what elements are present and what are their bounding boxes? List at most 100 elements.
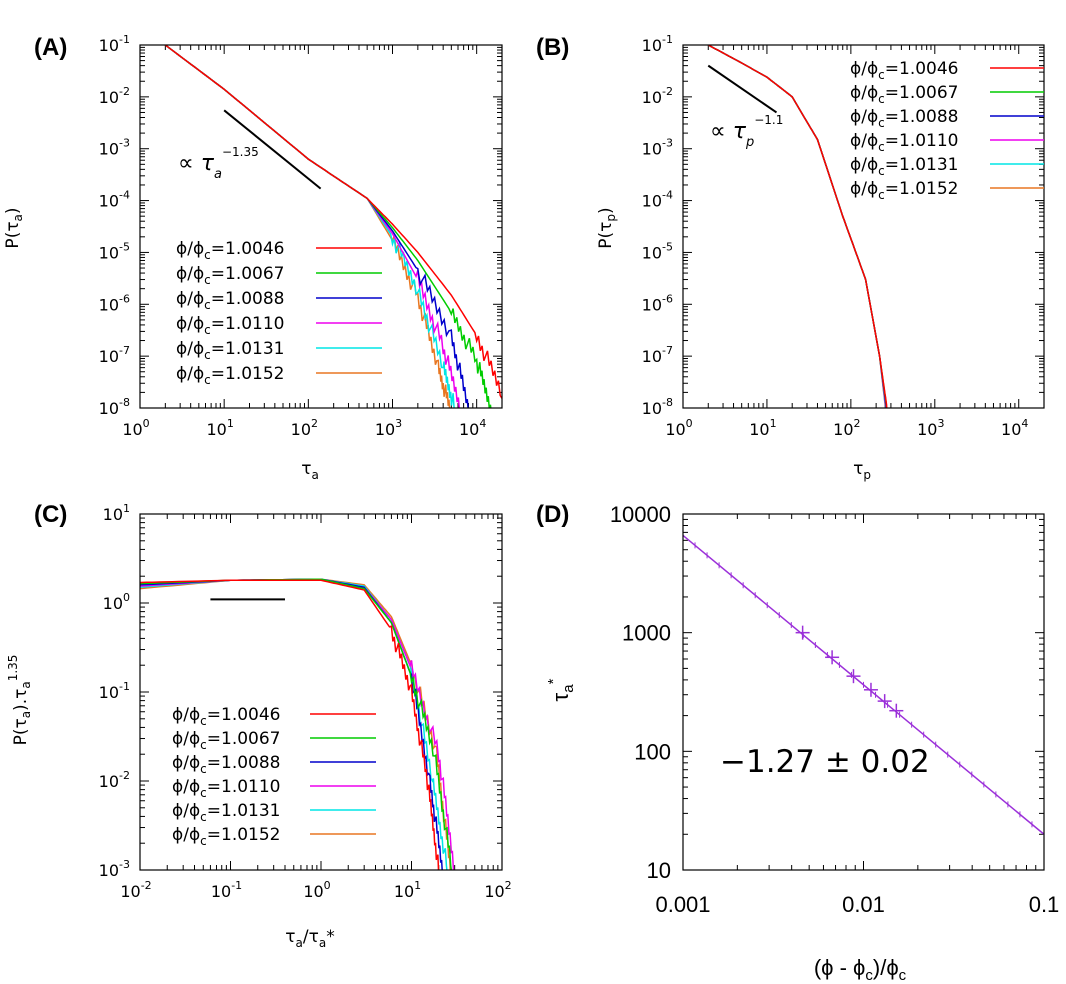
series-group — [707, 45, 888, 408]
legend-item: ϕ/ϕc=1.0067 — [850, 83, 1044, 106]
legend-item: ϕ/ϕc=1.0067 — [172, 729, 376, 752]
legend-label: ϕ/ϕc=1.0110 — [176, 314, 285, 337]
legend-label: ϕ/ϕc=1.0088 — [176, 289, 285, 312]
y-tick-label: 10-4 — [642, 189, 673, 211]
x-tick-label: 10-1 — [211, 879, 242, 901]
chart-d: 0.001 0.01 0.1 10 100 1000 10000 — [610, 502, 1059, 917]
legend-item: ϕ/ϕc=1.0152 — [172, 825, 376, 848]
series-group — [164, 45, 502, 408]
x-tick-label: 0.1 — [1029, 892, 1060, 917]
y-tick-label: 10-3 — [99, 858, 130, 880]
legend-item: ϕ/ϕc=1.0131 — [172, 801, 376, 824]
legend-label: ϕ/ϕc=1.0088 — [172, 753, 281, 776]
x-tick-label: 102 — [484, 879, 511, 901]
y-tick-label: 10-3 — [642, 137, 673, 159]
y-tick-label: 1000 — [622, 621, 671, 646]
legend-label: ϕ/ϕc=1.0131 — [172, 801, 281, 824]
legend-label: ϕ/ϕc=1.0067 — [850, 83, 959, 106]
x-tick-label: 101 — [749, 417, 776, 439]
legend-label: ϕ/ϕc=1.0152 — [850, 179, 959, 202]
panel-label-b: (B) — [536, 34, 569, 61]
legend-label: ϕ/ϕc=1.0088 — [850, 107, 959, 130]
y-tick-label: 10-3 — [99, 137, 130, 159]
xlabel-a: τa — [301, 459, 319, 482]
ylabel-c: P(τa).τa1.35 — [6, 655, 33, 746]
annotation-d: −1.27 ± 0.02 — [720, 744, 930, 780]
legend-item: ϕ/ϕc=1.0131 — [176, 339, 382, 362]
y-tick-label: 100 — [103, 591, 130, 613]
legend-label: ϕ/ϕc=1.0046 — [176, 239, 285, 262]
legend-label: ϕ/ϕc=1.0110 — [172, 777, 281, 800]
x-tick-label: 104 — [459, 417, 486, 439]
legend-item: ϕ/ϕc=1.0088 — [850, 107, 1044, 130]
x-tick-label: 101 — [394, 879, 421, 901]
legend-item: ϕ/ϕc=1.0110 — [176, 314, 382, 337]
x-tick-label: 10-2 — [120, 879, 151, 901]
legend-label: ϕ/ϕc=1.0110 — [850, 131, 959, 154]
xlabel-b: τp — [853, 459, 871, 482]
panel-label-c: (C) — [34, 501, 67, 528]
data-point — [877, 694, 892, 709]
reference-line — [223, 109, 322, 190]
annotation-a: ∝ τa−1.35 — [178, 145, 259, 182]
y-tick-label: 10000 — [610, 502, 671, 527]
series-group — [140, 578, 455, 870]
x-tick-label: 101 — [206, 417, 233, 439]
chart-c: 10-2 10-1 100 101 10210-310-210-1100101ϕ/ϕc=… — [99, 502, 512, 901]
legend: ϕ/ϕc=1.0046ϕ/ϕc=1.0067ϕ/ϕc=1.0088ϕ/ϕc=1.… — [176, 239, 382, 387]
x-tick-label: 0.01 — [842, 892, 885, 917]
legend-item: ϕ/ϕc=1.0110 — [850, 131, 1044, 154]
legend-label: ϕ/ϕc=1.0152 — [172, 825, 281, 848]
y-tick-label: 10-1 — [99, 33, 130, 55]
data-point — [825, 650, 840, 665]
y-tick-label: 10-8 — [99, 396, 130, 418]
y-tick-label: 10-8 — [642, 396, 673, 418]
legend-item: ϕ/ϕc=1.0152 — [850, 179, 1044, 202]
legend-label: ϕ/ϕc=1.0046 — [172, 705, 281, 728]
y-tick-label: 10-5 — [99, 240, 130, 262]
y-tick-label: 10-4 — [99, 189, 130, 211]
y-tick-label: 10 — [647, 858, 671, 883]
series-line-1 — [707, 45, 888, 408]
legend-label: ϕ/ϕc=1.0131 — [850, 155, 959, 178]
y-tick-label: 10-2 — [99, 769, 130, 791]
legend-item: ϕ/ϕc=1.0152 — [176, 364, 382, 387]
panel-label-a: (A) — [34, 34, 67, 61]
series-line-1 — [164, 45, 502, 399]
y-tick-label: 10-2 — [99, 85, 130, 107]
chart-b: 100 101 102 103 104 10-8 10-7 10-6 10-5 10-4 10-3 1… — [642, 33, 1045, 439]
legend-item: ϕ/ϕc=1.0046 — [850, 59, 1044, 82]
reference-line — [707, 64, 778, 114]
y-tick-label: 10-6 — [642, 292, 673, 314]
xlabel-d: (ϕ - ϕc)/ϕc — [814, 955, 907, 984]
y-tick-label: 10-1 — [99, 680, 130, 702]
y-tick-label: 100 — [634, 739, 671, 764]
ylabel-d: τa* — [545, 678, 577, 701]
data-point — [863, 682, 878, 697]
plot-frame — [682, 44, 1045, 409]
x-tick-label: 0.001 — [655, 892, 710, 917]
plot-frame — [139, 513, 503, 871]
plot-frame — [682, 513, 1045, 871]
y-tick-label: 10-1 — [642, 33, 673, 55]
x-tick-label: 104 — [1001, 417, 1028, 439]
xlabel-c: τa/τa* — [285, 927, 334, 950]
series-group — [683, 534, 1044, 835]
x-tick-label: 100 — [665, 417, 692, 439]
legend-label: ϕ/ϕc=1.0046 — [850, 59, 959, 82]
legend: ϕ/ϕc=1.0046ϕ/ϕc=1.0067ϕ/ϕc=1.0088ϕ/ϕc=1.… — [172, 705, 376, 848]
legend-label: ϕ/ϕc=1.0131 — [176, 339, 285, 362]
data-point — [846, 669, 861, 684]
legend-label: ϕ/ϕc=1.0067 — [172, 729, 281, 752]
legend-item: ϕ/ϕc=1.0046 — [176, 239, 382, 262]
x-tick-label: 100 — [303, 879, 330, 901]
legend-item: ϕ/ϕc=1.0110 — [172, 777, 376, 800]
annotation-b: ∝ τp−1.1 — [710, 113, 783, 150]
legend-item: ϕ/ϕc=1.0046 — [172, 705, 376, 728]
x-tick-label: 100 — [122, 417, 149, 439]
panel-label-d: (D) — [536, 501, 569, 528]
x-tick-label: 102 — [291, 417, 318, 439]
plot-frame — [139, 44, 503, 409]
legend-item: ϕ/ϕc=1.0088 — [172, 753, 376, 776]
